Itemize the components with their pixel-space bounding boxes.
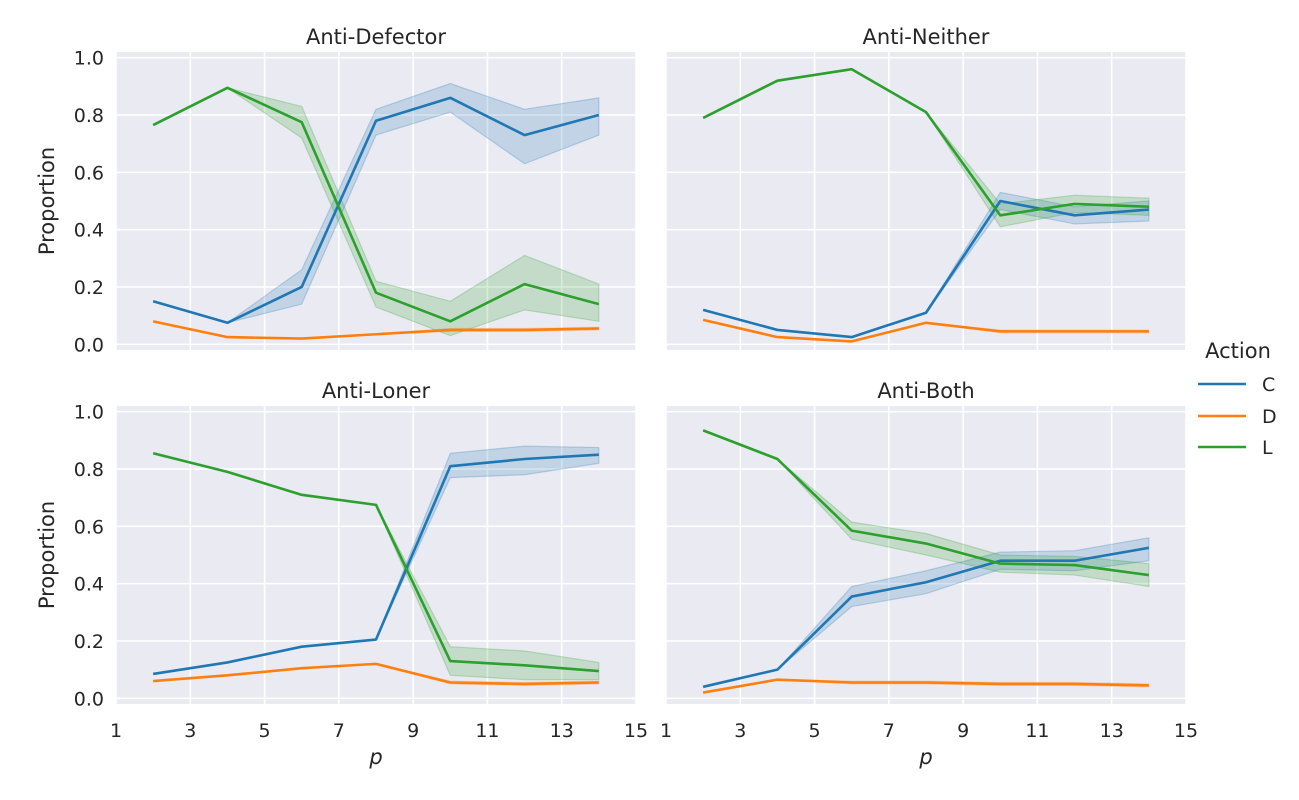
panel-anti-loner: 0.00.20.40.60.81.0 1 3 5 7 9 11 13 15 Anti-Lone…: [35, 379, 648, 769]
panel-anti-both: 1 3 5 7 9 11 13 15 Anti-Both p: [660, 379, 1198, 769]
x-tick-label: 5: [809, 720, 821, 742]
y-tick-label: 1.0: [74, 402, 104, 424]
series-line-d: [152, 320, 599, 340]
x-tick-label: 7: [333, 720, 345, 742]
x-tick-label: 15: [624, 720, 648, 742]
panel-title: Anti-Loner: [322, 379, 431, 403]
x-tick-label: 11: [475, 720, 499, 742]
y-tick-label: 0.2: [74, 277, 104, 299]
x-tick-label: 11: [1025, 720, 1049, 742]
y-tick-label: 0.6: [74, 516, 104, 538]
y-tick-label: 0.8: [74, 105, 104, 127]
x-tick-label: 15: [1174, 720, 1198, 742]
x-tick-label: 1: [660, 720, 672, 742]
legend-title: Action: [1205, 339, 1271, 363]
series-line-c: [702, 546, 1150, 689]
x-tick-label: 1: [110, 720, 122, 742]
y-tick-label: 0.4: [74, 220, 104, 242]
y-tick-label: 0.0: [74, 688, 104, 710]
series-line-d: [153, 662, 599, 686]
x-tick-label: 13: [1100, 720, 1124, 742]
plot-area: [666, 406, 1186, 704]
y-tick-label: 0.4: [74, 574, 104, 596]
legend-label: D: [1262, 406, 1277, 428]
panel-anti-neither: Anti-Neither: [665, 25, 1187, 350]
x-axis-label: p: [918, 745, 932, 769]
plot-area: [116, 406, 636, 704]
y-tick-label: 0.8: [74, 459, 104, 481]
x-tick-label: 9: [957, 720, 969, 742]
series-line-d: [702, 318, 1149, 343]
y-tick-label: 1.0: [74, 48, 104, 70]
panel-anti-defector: 0.0 0.2 0.4 0.6 0.8 1.0 Anti-Defector Proport…: [35, 25, 637, 356]
legend-label: L: [1262, 437, 1273, 459]
panel-title: Anti-Neither: [863, 25, 990, 49]
confidence-band-c: [703, 537, 1150, 688]
confidence-band-c: [152, 82, 600, 324]
panel-title: Anti-Both: [877, 379, 974, 403]
legend-label: C: [1262, 374, 1275, 396]
x-tick-label: 13: [550, 720, 574, 742]
x-tick-label: 7: [883, 720, 895, 742]
x-tick-label: 3: [734, 720, 746, 742]
series-line-l: [702, 67, 1149, 217]
x-tick-label: 9: [407, 720, 419, 742]
y-axis-label: Proportion: [35, 147, 59, 255]
legend: Action C D L: [1198, 339, 1277, 459]
series-line-c: [702, 199, 1149, 339]
series-line-l: [702, 429, 1150, 577]
series-line-l: [152, 452, 599, 673]
y-tick-label: 0.6: [74, 162, 104, 184]
y-tick-label: 0.2: [74, 631, 104, 653]
y-axis-label: Proportion: [35, 501, 59, 609]
x-tick-label: 5: [259, 720, 271, 742]
legend-entry-d: D: [1198, 406, 1277, 428]
legend-entry-l: L: [1198, 437, 1273, 459]
x-tick-label: 3: [184, 720, 196, 742]
x-axis-label: p: [368, 745, 382, 769]
series-line-c: [152, 96, 600, 325]
panel-title: Anti-Defector: [306, 25, 446, 49]
legend-entry-c: C: [1198, 374, 1275, 396]
series-line-c: [152, 453, 599, 676]
y-tick-label: 0.0: [74, 334, 104, 356]
confidence-band-l: [152, 87, 600, 337]
series-line-l: [152, 86, 600, 323]
plot-area: [666, 52, 1186, 350]
series-line-d: [702, 678, 1149, 694]
